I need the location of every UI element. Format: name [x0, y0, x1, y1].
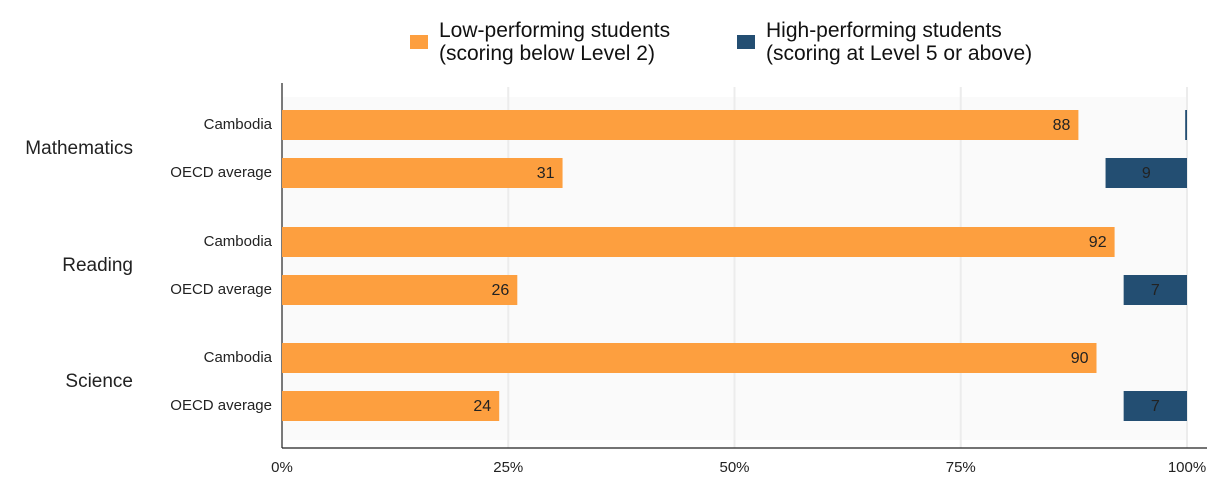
bar [1123, 275, 1187, 305]
category-label: Cambodia [204, 233, 273, 250]
x-tick-label: 50% [719, 459, 749, 476]
legend-swatch [410, 35, 428, 49]
value-label: 31 [537, 165, 555, 182]
bar [282, 158, 563, 188]
x-tick-label: 0% [271, 459, 293, 476]
category-label: Cambodia [204, 116, 273, 133]
value-label: 26 [492, 282, 510, 299]
value-label: 92 [1089, 234, 1107, 251]
x-tick-label: 100% [1168, 459, 1206, 476]
value-label: 7 [1151, 398, 1160, 415]
category-label: OECD average [170, 397, 272, 414]
bar [282, 343, 1097, 373]
value-label: 24 [473, 398, 491, 415]
bar [1123, 391, 1187, 421]
legend-swatch [737, 35, 755, 49]
bar [1185, 110, 1187, 140]
category-label: OECD average [170, 281, 272, 298]
value-label: 90 [1071, 350, 1089, 367]
bar [282, 227, 1115, 257]
bar [1105, 158, 1187, 188]
value-label: 9 [1142, 165, 1151, 182]
category-label: Cambodia [204, 349, 273, 366]
group-label: Mathematics [25, 138, 133, 159]
bar [282, 391, 500, 421]
group-label: Science [65, 371, 133, 392]
bar [282, 275, 518, 305]
legend-label: High-performing students (scoring at Lev… [766, 19, 1033, 65]
value-label: 7 [1151, 282, 1160, 299]
value-label: 88 [1053, 117, 1071, 134]
bar [282, 110, 1079, 140]
legend-label: Low-performing students (scoring below L… [439, 19, 671, 65]
x-tick-label: 25% [493, 459, 523, 476]
category-label: OECD average [170, 164, 272, 181]
group-label: Reading [62, 255, 133, 276]
x-tick-label: 75% [946, 459, 976, 476]
